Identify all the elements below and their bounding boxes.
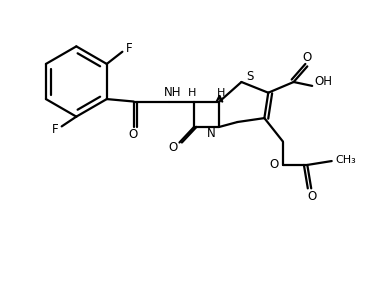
Text: S: S — [246, 70, 253, 83]
Text: O: O — [168, 141, 177, 154]
Text: H: H — [188, 88, 196, 98]
Text: O: O — [128, 128, 137, 141]
Text: O: O — [270, 158, 279, 172]
Text: O: O — [308, 190, 317, 203]
Text: CH₃: CH₃ — [335, 155, 356, 165]
Text: F: F — [126, 42, 133, 55]
Text: NH: NH — [163, 86, 181, 99]
Text: H: H — [217, 88, 226, 98]
Text: N: N — [207, 127, 216, 140]
Text: F: F — [52, 123, 58, 136]
Text: O: O — [303, 51, 312, 64]
Text: OH: OH — [314, 76, 332, 89]
